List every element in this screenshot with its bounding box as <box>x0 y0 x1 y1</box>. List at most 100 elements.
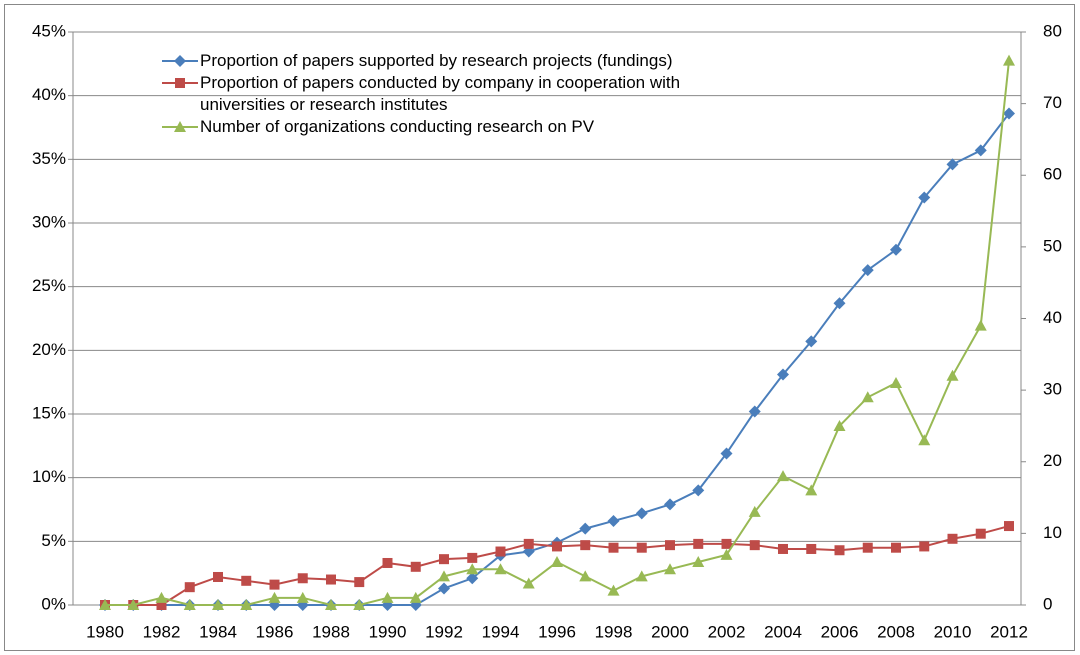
marker <box>607 514 620 527</box>
y-tick-label: 5% <box>41 531 66 550</box>
marker <box>833 419 846 431</box>
marker <box>833 297 846 310</box>
marker <box>296 591 309 603</box>
marker <box>974 144 987 157</box>
marker <box>806 543 817 554</box>
marker <box>891 542 901 553</box>
marker <box>918 191 931 204</box>
marker <box>551 556 563 568</box>
y-tick-label: 35% <box>32 149 66 168</box>
y2-tick-label: 50 <box>1043 236 1062 255</box>
marker <box>495 546 506 557</box>
marker <box>665 540 675 551</box>
marker <box>213 571 223 582</box>
y2-tick-label: 80 <box>1043 21 1062 40</box>
marker <box>552 541 562 552</box>
marker <box>99 599 111 610</box>
marker <box>494 563 507 575</box>
x-tick-label: 1996 <box>538 622 576 641</box>
x-tick-label: 1988 <box>312 622 350 641</box>
marker <box>1003 107 1015 120</box>
x-tick-label: 2006 <box>821 622 859 641</box>
marker <box>409 591 422 603</box>
marker <box>325 599 337 610</box>
y2-tick-label: 40 <box>1043 308 1062 327</box>
marker <box>777 368 789 381</box>
marker <box>410 561 421 572</box>
marker <box>174 55 186 67</box>
x-tick-label: 2000 <box>651 622 689 641</box>
marker <box>664 498 676 511</box>
y2-tick-label: 0 <box>1043 594 1052 613</box>
marker <box>720 447 733 460</box>
x-tick-label: 2008 <box>877 622 915 641</box>
x-tick-label: 2004 <box>764 622 802 641</box>
marker <box>692 484 705 497</box>
marker <box>269 579 280 590</box>
marker <box>748 505 761 517</box>
marker <box>890 376 902 388</box>
marker <box>240 599 253 610</box>
marker <box>1004 521 1014 532</box>
x-tick-label: 1986 <box>256 622 294 641</box>
marker <box>861 264 874 277</box>
legend-label: Proportion of papers supported by resear… <box>200 51 673 70</box>
marker <box>174 121 186 132</box>
y-tick-label: 20% <box>32 340 66 359</box>
x-tick-label: 1998 <box>595 622 633 641</box>
legend-key <box>162 78 198 88</box>
series-line <box>105 60 1010 606</box>
y-tick-label: 40% <box>32 85 66 104</box>
marker <box>297 573 308 584</box>
marker <box>438 582 450 595</box>
marker <box>862 542 873 553</box>
legend: Proportion of papers supported by resear… <box>162 50 732 138</box>
x-tick-label: 2012 <box>990 622 1028 641</box>
marker <box>693 538 704 549</box>
marker <box>975 528 986 539</box>
y-tick-label: 30% <box>32 212 66 231</box>
marker <box>175 78 185 88</box>
y-tick-label: 45% <box>32 21 66 40</box>
marker <box>579 570 592 582</box>
x-tick-label: 1982 <box>143 622 181 641</box>
marker <box>466 572 479 585</box>
marker <box>268 591 281 603</box>
marker <box>382 557 393 568</box>
y2-tick-label: 30 <box>1043 380 1062 399</box>
marker <box>777 470 789 482</box>
marker <box>805 484 818 496</box>
marker <box>635 570 648 582</box>
y2-tick-label: 70 <box>1043 93 1062 112</box>
series-line <box>105 112 1010 606</box>
marker <box>919 541 930 552</box>
marker <box>438 570 450 582</box>
marker <box>439 554 449 565</box>
marker <box>184 582 195 593</box>
marker <box>834 545 845 556</box>
legend-entry: Proportion of papers supported by resear… <box>162 50 732 72</box>
marker <box>748 405 761 418</box>
marker <box>608 542 619 553</box>
marker <box>636 542 647 553</box>
legend-entry: Number of organizations conducting resea… <box>162 116 732 138</box>
frame <box>4 4 1075 651</box>
marker <box>156 600 167 610</box>
marker <box>212 599 224 610</box>
x-tick-label: 2010 <box>934 622 972 641</box>
marker <box>974 319 987 331</box>
y-tick-label: 10% <box>32 467 66 486</box>
marker <box>890 243 902 256</box>
marker <box>946 369 959 381</box>
marker <box>466 563 479 575</box>
marker <box>127 599 140 610</box>
legend-key <box>162 55 198 67</box>
x-tick-label: 1992 <box>425 622 463 641</box>
marker <box>720 548 733 560</box>
marker <box>326 574 336 585</box>
marker <box>353 599 366 610</box>
marker <box>580 540 591 551</box>
y-tick-label: 15% <box>32 403 66 422</box>
